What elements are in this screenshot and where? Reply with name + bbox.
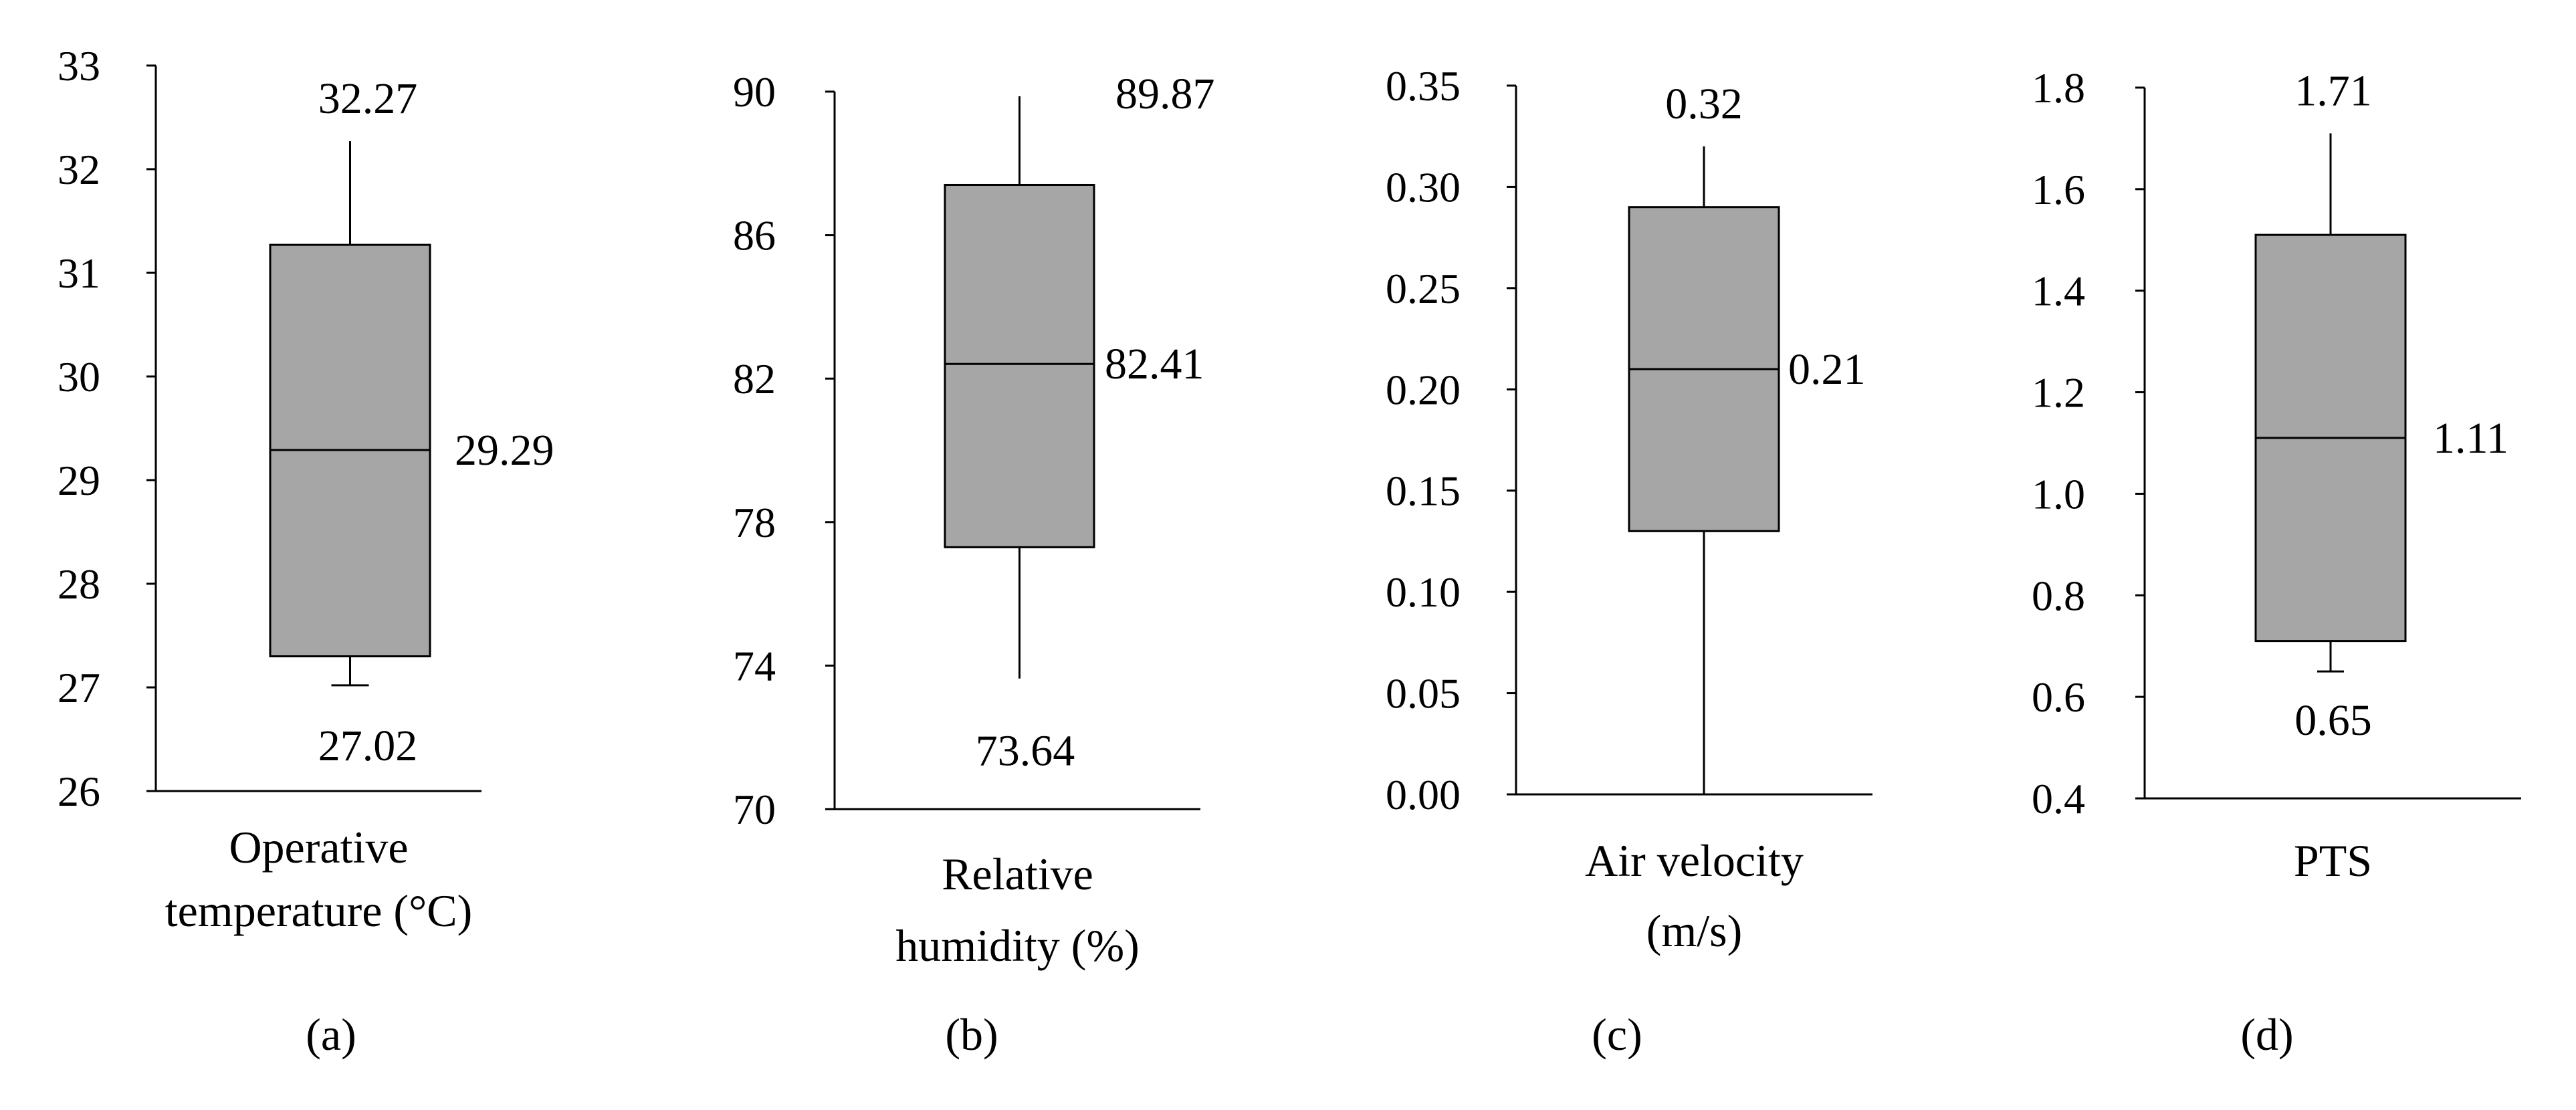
min-value-label: 27.02: [318, 722, 418, 770]
y-tick-label: 1.4: [2032, 267, 2085, 315]
y-tick-label: 1.6: [2032, 166, 2085, 213]
panel-c: 0.00 0.05 0.10 0.15 0.20 0.25 0.30 0.35 0.32 0.21…: [1386, 62, 1872, 1060]
x-axis-label: Air velocity: [1585, 835, 1804, 886]
iqr-box: [944, 183, 1095, 548]
median-value-label: 82.41: [1105, 340, 1204, 388]
max-value-label: 32.27: [318, 74, 418, 123]
panel-label: (c): [1592, 1009, 1642, 1060]
panel-a: 26 27 28 29 30 31 32 33 32.27 27.02 29.29 Operative…: [58, 42, 554, 1060]
y-tick-label: 0.35: [1386, 62, 1461, 110]
y-tick-label: 26: [58, 768, 100, 815]
y-tick-label: 0.4: [2032, 775, 2085, 822]
y-tick-label: 1.2: [2032, 369, 2085, 417]
x-axis-label: Relative: [942, 849, 1093, 899]
y-tick-label: 86: [733, 212, 776, 259]
y-tick-label: 78: [733, 499, 776, 546]
x-axis-label: temperature (°C): [165, 885, 473, 936]
panel-label: (d): [2240, 1009, 2293, 1060]
y-tick-label: 30: [58, 353, 100, 401]
panel-label: (a): [306, 1009, 356, 1060]
panel-b: 70 74 78 82 86 90 89.87 73.64 82.41 Relative humid…: [733, 68, 1215, 1060]
y-tick-label: 0.00: [1386, 771, 1461, 818]
min-value-label: 73.64: [976, 727, 1075, 776]
x-axis-label: humidity (%): [895, 920, 1140, 971]
y-tick-label: 0.15: [1386, 467, 1461, 515]
y-tick-label: 32: [58, 146, 100, 193]
y-tick-label: 0.8: [2032, 572, 2085, 619]
y-tick-label: 0.25: [1386, 265, 1461, 312]
y-tick-label: 1.8: [2032, 64, 2085, 112]
max-value-label: 1.71: [2294, 66, 2372, 115]
y-tick-label: 0.10: [1386, 568, 1461, 616]
y-tick-label: 33: [58, 42, 100, 90]
y-tick-label: 90: [733, 68, 776, 116]
y-tick-label: 1.0: [2032, 470, 2085, 518]
y-tick-label: 0.05: [1386, 670, 1461, 717]
min-value-label: 0.65: [2294, 696, 2372, 745]
y-tick-label: 31: [58, 249, 100, 297]
panel-d: 0.4 0.6 0.8 1.0 1.2 1.4 1.6 1.8 1.71 0.65 1.11 PTS (…: [2032, 64, 2521, 1060]
max-value-label: 89.87: [1115, 70, 1215, 118]
y-tick-label: 0.30: [1386, 163, 1461, 211]
y-tick-label: 29: [58, 457, 100, 504]
y-tick-label: 0.6: [2032, 673, 2085, 721]
x-axis-label: Operative: [229, 822, 408, 873]
y-tick-label: 0.20: [1386, 366, 1461, 413]
panel-label: (b): [945, 1009, 998, 1060]
median-value-label: 29.29: [455, 426, 554, 475]
y-tick-label: 74: [733, 642, 776, 689]
x-axis-label: (m/s): [1646, 905, 1743, 956]
median-value-label: 0.21: [1788, 345, 1866, 394]
y-tick-label: 27: [58, 664, 100, 711]
x-axis-label: PTS: [2294, 835, 2372, 886]
y-tick-label: 28: [58, 560, 100, 608]
median-value-label: 1.11: [2433, 414, 2508, 463]
y-tick-label: 70: [733, 786, 776, 833]
y-tick-label: 82: [733, 355, 776, 403]
max-value-label: 0.32: [1665, 80, 1743, 128]
